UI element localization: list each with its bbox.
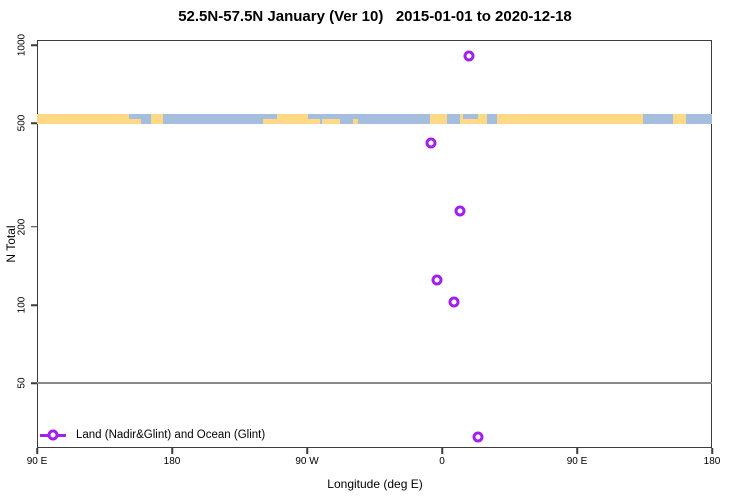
x-axis-tick (36, 448, 38, 454)
map-strip-ocean-segment (487, 114, 497, 124)
map-strip-ocean-segment (163, 114, 263, 124)
y-axis-title: N Total (4, 225, 18, 263)
map-strip-land-segment (322, 119, 340, 124)
y-axis-tick (31, 44, 37, 46)
map-strip-ocean-segment (447, 114, 460, 124)
x-axis-tick-label: 0 (439, 456, 445, 467)
map-strip-land-segment (152, 114, 162, 124)
map-strip-land-segment (353, 119, 358, 124)
y-axis-tick-label: 1000 (16, 33, 28, 57)
reference-line-50 (37, 382, 712, 385)
data-point (472, 431, 483, 443)
data-point (431, 274, 443, 286)
y-axis-tick (31, 304, 37, 306)
data-point (454, 205, 465, 217)
y-axis-tick-label: 100 (16, 296, 28, 314)
y-axis-tick-label: 50 (16, 377, 28, 389)
x-axis-tick-label: 90 E (566, 456, 588, 467)
x-axis-tick (576, 448, 578, 454)
x-axis-tick (171, 448, 173, 454)
map-strip-ocean-segment (463, 114, 478, 119)
plot-area (37, 40, 712, 448)
x-axis-title: Longitude (deg E) (327, 477, 423, 491)
x-axis-tick-label: 180 (703, 456, 721, 467)
y-axis-tick-label: 200 (16, 218, 28, 236)
x-axis-tick (306, 448, 308, 454)
map-strip-ocean-segment (643, 114, 673, 124)
map-strip-ocean-segment (308, 114, 322, 119)
y-axis-tick (31, 122, 37, 125)
legend-label: Land (Nadir&Glint) and Ocean (Glint) (76, 429, 266, 441)
map-strip-land-segment (129, 119, 141, 124)
map-strip-ocean-segment (320, 114, 430, 124)
legend: Land (Nadir&Glint) and Ocean (Glint) (40, 429, 265, 441)
legend-marker-circle-icon (47, 429, 59, 441)
map-strip-ocean-segment (686, 114, 712, 124)
y-axis-tick (31, 225, 37, 228)
y-axis-tick-label: 500 (16, 114, 28, 132)
legend-marker-line (40, 429, 66, 441)
x-axis-tick (711, 448, 713, 454)
x-axis-tick-label: 90 E (26, 456, 48, 467)
data-point (463, 50, 474, 62)
chart-title: 52.5N-57.5N January (Ver 10) 2015-01-01 … (178, 8, 572, 25)
data-point (448, 296, 459, 308)
map-strip-ocean-segment (263, 114, 277, 119)
y-axis-tick (31, 382, 37, 385)
x-axis-tick-label: 90 W (295, 456, 319, 467)
x-axis-tick (441, 448, 443, 454)
x-axis-tick-label: 180 (163, 456, 181, 467)
data-point (425, 137, 437, 149)
